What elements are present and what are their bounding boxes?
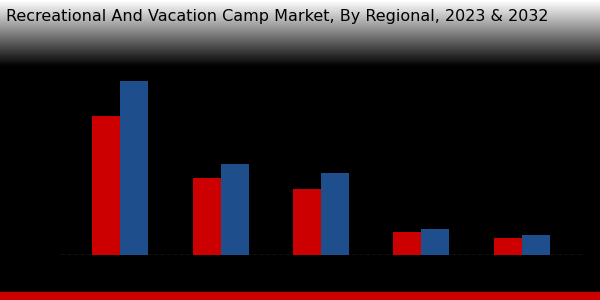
Bar <box>221 164 249 255</box>
Bar <box>193 178 221 255</box>
Text: 40.0: 40.0 <box>79 103 102 113</box>
Y-axis label: Market Size in USD Billion: Market Size in USD Billion <box>41 71 55 223</box>
Bar <box>293 189 321 255</box>
Bar <box>522 235 550 255</box>
Bar <box>393 232 421 255</box>
Bar <box>0 292 600 300</box>
Text: Recreational And Vacation Camp Market, By Regional, 2023 & 2032: Recreational And Vacation Camp Market, B… <box>6 9 548 24</box>
Bar <box>494 238 522 255</box>
Bar <box>321 173 349 255</box>
Bar <box>92 116 120 255</box>
Bar <box>120 81 148 255</box>
Bar <box>421 229 449 255</box>
